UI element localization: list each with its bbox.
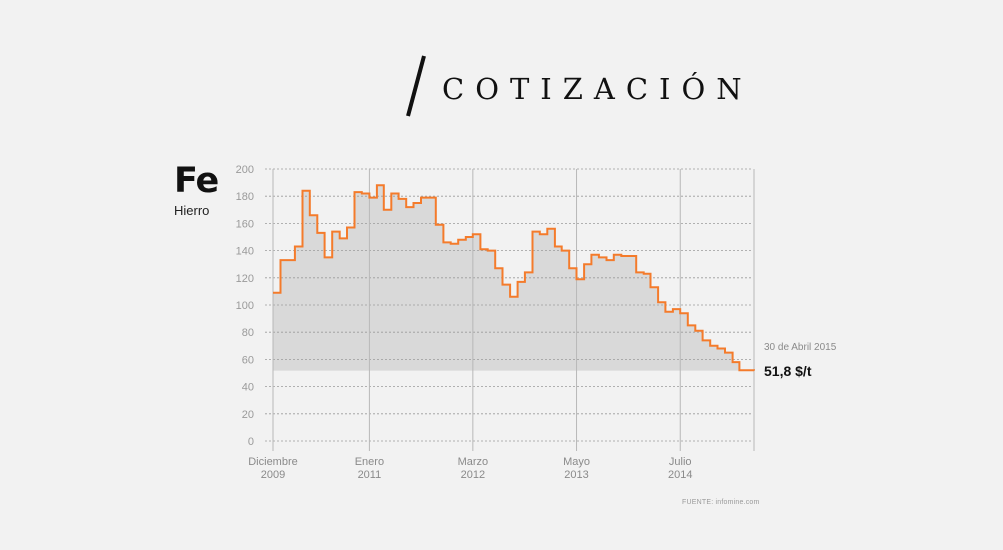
source-note: FUENTE: infomine.com [682, 499, 760, 506]
x-tick-year: 2009 [261, 469, 285, 481]
price-area [273, 185, 754, 371]
y-tick-label: 0 [248, 436, 254, 448]
x-tick-label: Diciembre [248, 456, 298, 468]
y-tick-label: 40 [242, 382, 254, 394]
y-tick-label: 100 [236, 300, 254, 312]
last-value-date: 30 de Abril 2015 [764, 342, 837, 353]
x-tick-label: Marzo [458, 456, 489, 468]
x-tick-year: 2011 [358, 469, 382, 481]
y-tick-label: 140 [236, 246, 254, 258]
element-symbol: Fe [174, 161, 219, 201]
y-tick-label: 60 [242, 354, 254, 366]
y-tick-label: 20 [242, 409, 254, 421]
x-tick-label: Mayo [563, 456, 590, 468]
x-tick-label: Enero [355, 456, 384, 468]
y-tick-label: 180 [236, 191, 254, 203]
last-value: 51,8 $/t [764, 363, 812, 379]
title-block: COTIZACIÓN [400, 52, 780, 122]
y-tick-label: 80 [242, 327, 254, 339]
x-tick-year: 2012 [461, 469, 485, 481]
x-tick-year: 2013 [564, 469, 588, 481]
y-tick-label: 160 [236, 218, 254, 230]
page-title: COTIZACIÓN [442, 72, 753, 106]
y-tick-label: 120 [236, 273, 254, 285]
x-tick-label: Julio [669, 456, 692, 468]
slash-mark [406, 55, 426, 117]
element-name: Hierro [174, 203, 210, 218]
price-line [273, 184, 755, 372]
x-tick-year: 2014 [668, 469, 692, 481]
y-tick-label: 200 [236, 164, 254, 176]
